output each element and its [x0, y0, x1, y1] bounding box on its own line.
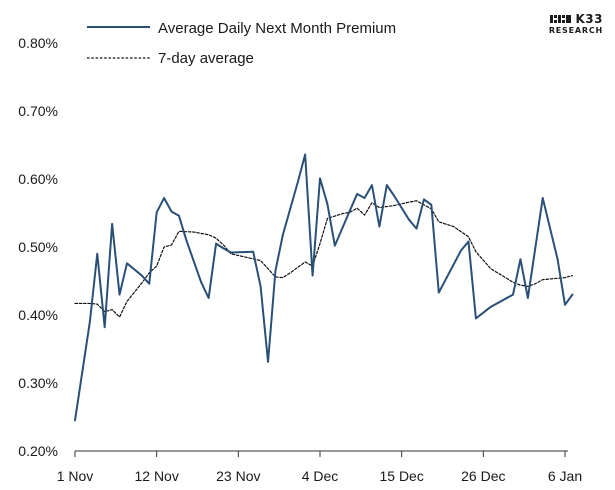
legend: Average Daily Next Month Premium 7-day a…	[87, 20, 396, 67]
x-tick-label: 1 Nov	[57, 468, 94, 484]
brand-name: K33	[575, 12, 603, 26]
y-tick-label: 0.50%	[18, 239, 58, 255]
x-tick-label: 4 Dec	[302, 468, 339, 484]
y-tick-label: 0.30%	[18, 375, 58, 391]
y-tick-label: 0.60%	[18, 171, 58, 187]
legend-label-series-2: 7-day average	[158, 50, 254, 67]
y-tick-label: 0.70%	[18, 103, 58, 119]
brand-subtitle: RESEARCH	[548, 26, 603, 35]
k33-logo-icon	[549, 15, 571, 23]
x-tick-label: 23 Nov	[216, 468, 260, 484]
y-tick-label: 0.40%	[18, 307, 58, 323]
x-tick-label: 26 Dec	[461, 468, 505, 484]
y-axis: 0.20% 0.30% 0.40% 0.50% 0.60% 0.70% 0.80%	[18, 35, 58, 459]
x-tick-label: 6 Jan	[548, 468, 582, 484]
x-tick-label: 12 Nov	[134, 468, 178, 484]
y-tick-label: 0.80%	[18, 35, 58, 51]
series-layer	[74, 153, 574, 422]
legend-label-series-1: Average Daily Next Month Premium	[158, 20, 396, 37]
y-tick-label: 0.20%	[18, 443, 58, 459]
x-axis: 1 Nov 12 Nov 23 Nov 4 Dec 15 Dec 26 Dec 6 Jan	[57, 450, 582, 484]
x-tick-label: 15 Dec	[379, 468, 423, 484]
brand-logo: K33 RESEARCH	[549, 12, 603, 35]
series-line-1	[74, 153, 574, 422]
series-line-2	[74, 200, 574, 318]
